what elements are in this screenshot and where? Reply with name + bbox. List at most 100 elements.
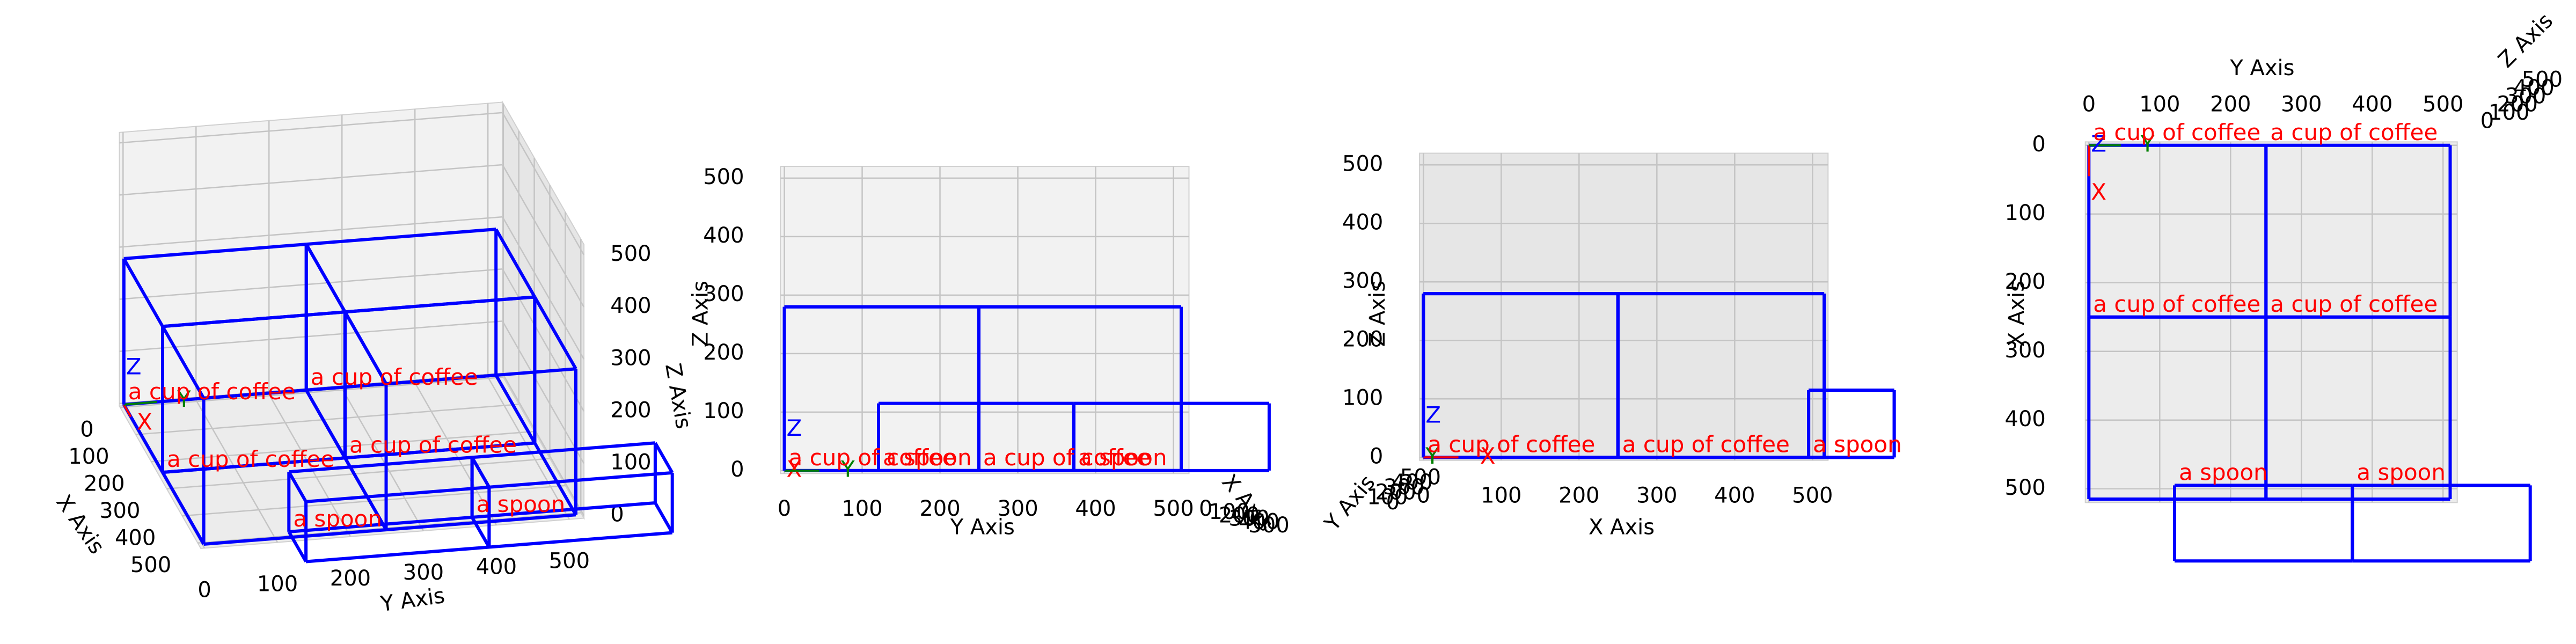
x-tick-label: 300 — [2005, 338, 2046, 363]
y-tick-label: 500 — [2423, 92, 2463, 117]
grid-line — [341, 388, 425, 531]
z-tick-label: 500 — [1342, 151, 1383, 176]
axis-marker-label: Y — [840, 456, 855, 482]
x-tick-label: 500 — [1248, 513, 1289, 538]
grid-line — [487, 376, 570, 520]
z-axis-label: Z Axis — [660, 362, 696, 431]
z-axis-label: Z Axis — [689, 281, 713, 347]
z-tick-label: 200 — [703, 340, 744, 365]
object-label: a cup of coffee — [311, 364, 478, 390]
pane — [1419, 152, 1829, 461]
object-label: a cup of coffee — [1622, 431, 1790, 457]
object-label: a cup of coffee — [349, 431, 517, 458]
grid-line — [197, 512, 581, 544]
x-tick-label: 100 — [1209, 500, 1249, 524]
x-tick-label: 500 — [1792, 483, 1833, 508]
y-tick-label: 0 — [1386, 490, 1400, 515]
x-tick-label: 500 — [2005, 475, 2046, 500]
x-tick-label: 200 — [2005, 269, 2046, 294]
grid-line — [502, 372, 585, 516]
x-tick-label: 400 — [1714, 483, 1755, 508]
object-label: a spoon — [477, 491, 566, 517]
z-tick-label: 300 — [2505, 84, 2546, 108]
z-tick-label: 100 — [2489, 100, 2529, 125]
object-label: a cup of coffee — [789, 444, 956, 471]
y-axis-label: Y Axis — [950, 515, 1015, 540]
axis-marker-label: X — [787, 456, 802, 482]
axis-marker-label: Y — [2140, 130, 2155, 157]
y-tick-label: 500 — [1153, 496, 1194, 521]
z-tick-label: 400 — [610, 294, 651, 318]
x-tick-label: 200 — [1219, 503, 1260, 528]
grid-line — [151, 430, 535, 463]
z-tick-label: 100 — [1342, 385, 1383, 410]
x-tick-label: 0 — [80, 417, 93, 442]
axis-marker-label: X — [137, 409, 152, 435]
grid-line — [119, 216, 503, 248]
object-label: a cup of coffee — [2270, 291, 2438, 317]
axis-marker-label: X — [1480, 443, 1496, 469]
grid-line — [119, 268, 503, 300]
y-tick-label: 0 — [778, 496, 791, 521]
y-axis-label: Y Axis — [2229, 56, 2294, 80]
y-tick-label: 100 — [257, 572, 298, 597]
object-label: a cup of coffee — [1428, 431, 1595, 457]
object-label: a cup of coffee — [2093, 119, 2260, 145]
y-tick-label: 200 — [330, 566, 371, 591]
object-label: a cup of coffee — [1428, 431, 1595, 457]
y-tick-label: 500 — [1400, 465, 1441, 490]
grid-line — [268, 394, 352, 537]
axis-marker-label: Z — [2091, 130, 2106, 157]
y-tick-label: 100 — [2139, 92, 2180, 117]
object-label: a cup of coffee — [2093, 291, 2260, 317]
x-tick-label: 300 — [1228, 507, 1269, 531]
z-tick-label: 400 — [703, 223, 744, 248]
x-tick-label: 100 — [2005, 201, 2046, 225]
object-label: a spoon — [293, 506, 382, 532]
grid-line — [119, 320, 503, 352]
x-tick-label: 200 — [1558, 483, 1599, 508]
y-tick-label: 200 — [2210, 92, 2251, 117]
z-tick-label: 0 — [730, 457, 744, 482]
grid-line — [502, 164, 585, 308]
grid-line — [182, 485, 566, 517]
x-tick-label: 300 — [99, 499, 140, 523]
object-label: a cup of coffee — [167, 446, 334, 472]
x-tick-label: 200 — [84, 471, 125, 496]
object-box — [343, 295, 577, 532]
object-label: a cup of coffee — [983, 444, 1151, 471]
y-tick-label: 300 — [1384, 475, 1424, 500]
y-tick-label: 200 — [919, 496, 960, 521]
x-tick-label: 100 — [1481, 483, 1521, 508]
object-label: a cup of coffee — [789, 444, 956, 471]
grid-line — [414, 382, 497, 526]
z-tick-label: 300 — [703, 282, 744, 306]
object-label: a cup of coffee — [2270, 119, 2438, 145]
x-axis-label: X Axis — [1589, 515, 1655, 540]
z-tick-label: 200 — [1342, 327, 1383, 352]
y-tick-label: 400 — [476, 554, 517, 579]
object-label: a cup of coffee — [1622, 431, 1790, 457]
z-tick-label: 500 — [703, 165, 744, 189]
z-axis-label: Z Axis — [2493, 9, 2558, 73]
z-axis-label: Z Axis — [1365, 281, 1390, 347]
z-tick-label: 100 — [610, 450, 651, 475]
x-tick-label: 300 — [1636, 483, 1677, 508]
z-tick-label: 300 — [610, 346, 651, 370]
grid-line — [119, 164, 503, 196]
grid-line — [166, 458, 550, 490]
x-tick-label: 0 — [2032, 132, 2045, 157]
z-tick-label: 500 — [610, 241, 651, 266]
pane — [780, 166, 1190, 474]
object-label: a spoon — [883, 444, 972, 471]
x-tick-label: 0 — [1417, 483, 1430, 508]
object-label: a spoon — [1813, 431, 1902, 457]
grid-line — [502, 112, 585, 255]
y-tick-label: 200 — [1375, 480, 1416, 504]
y-tick-label: 100 — [1367, 485, 1408, 510]
